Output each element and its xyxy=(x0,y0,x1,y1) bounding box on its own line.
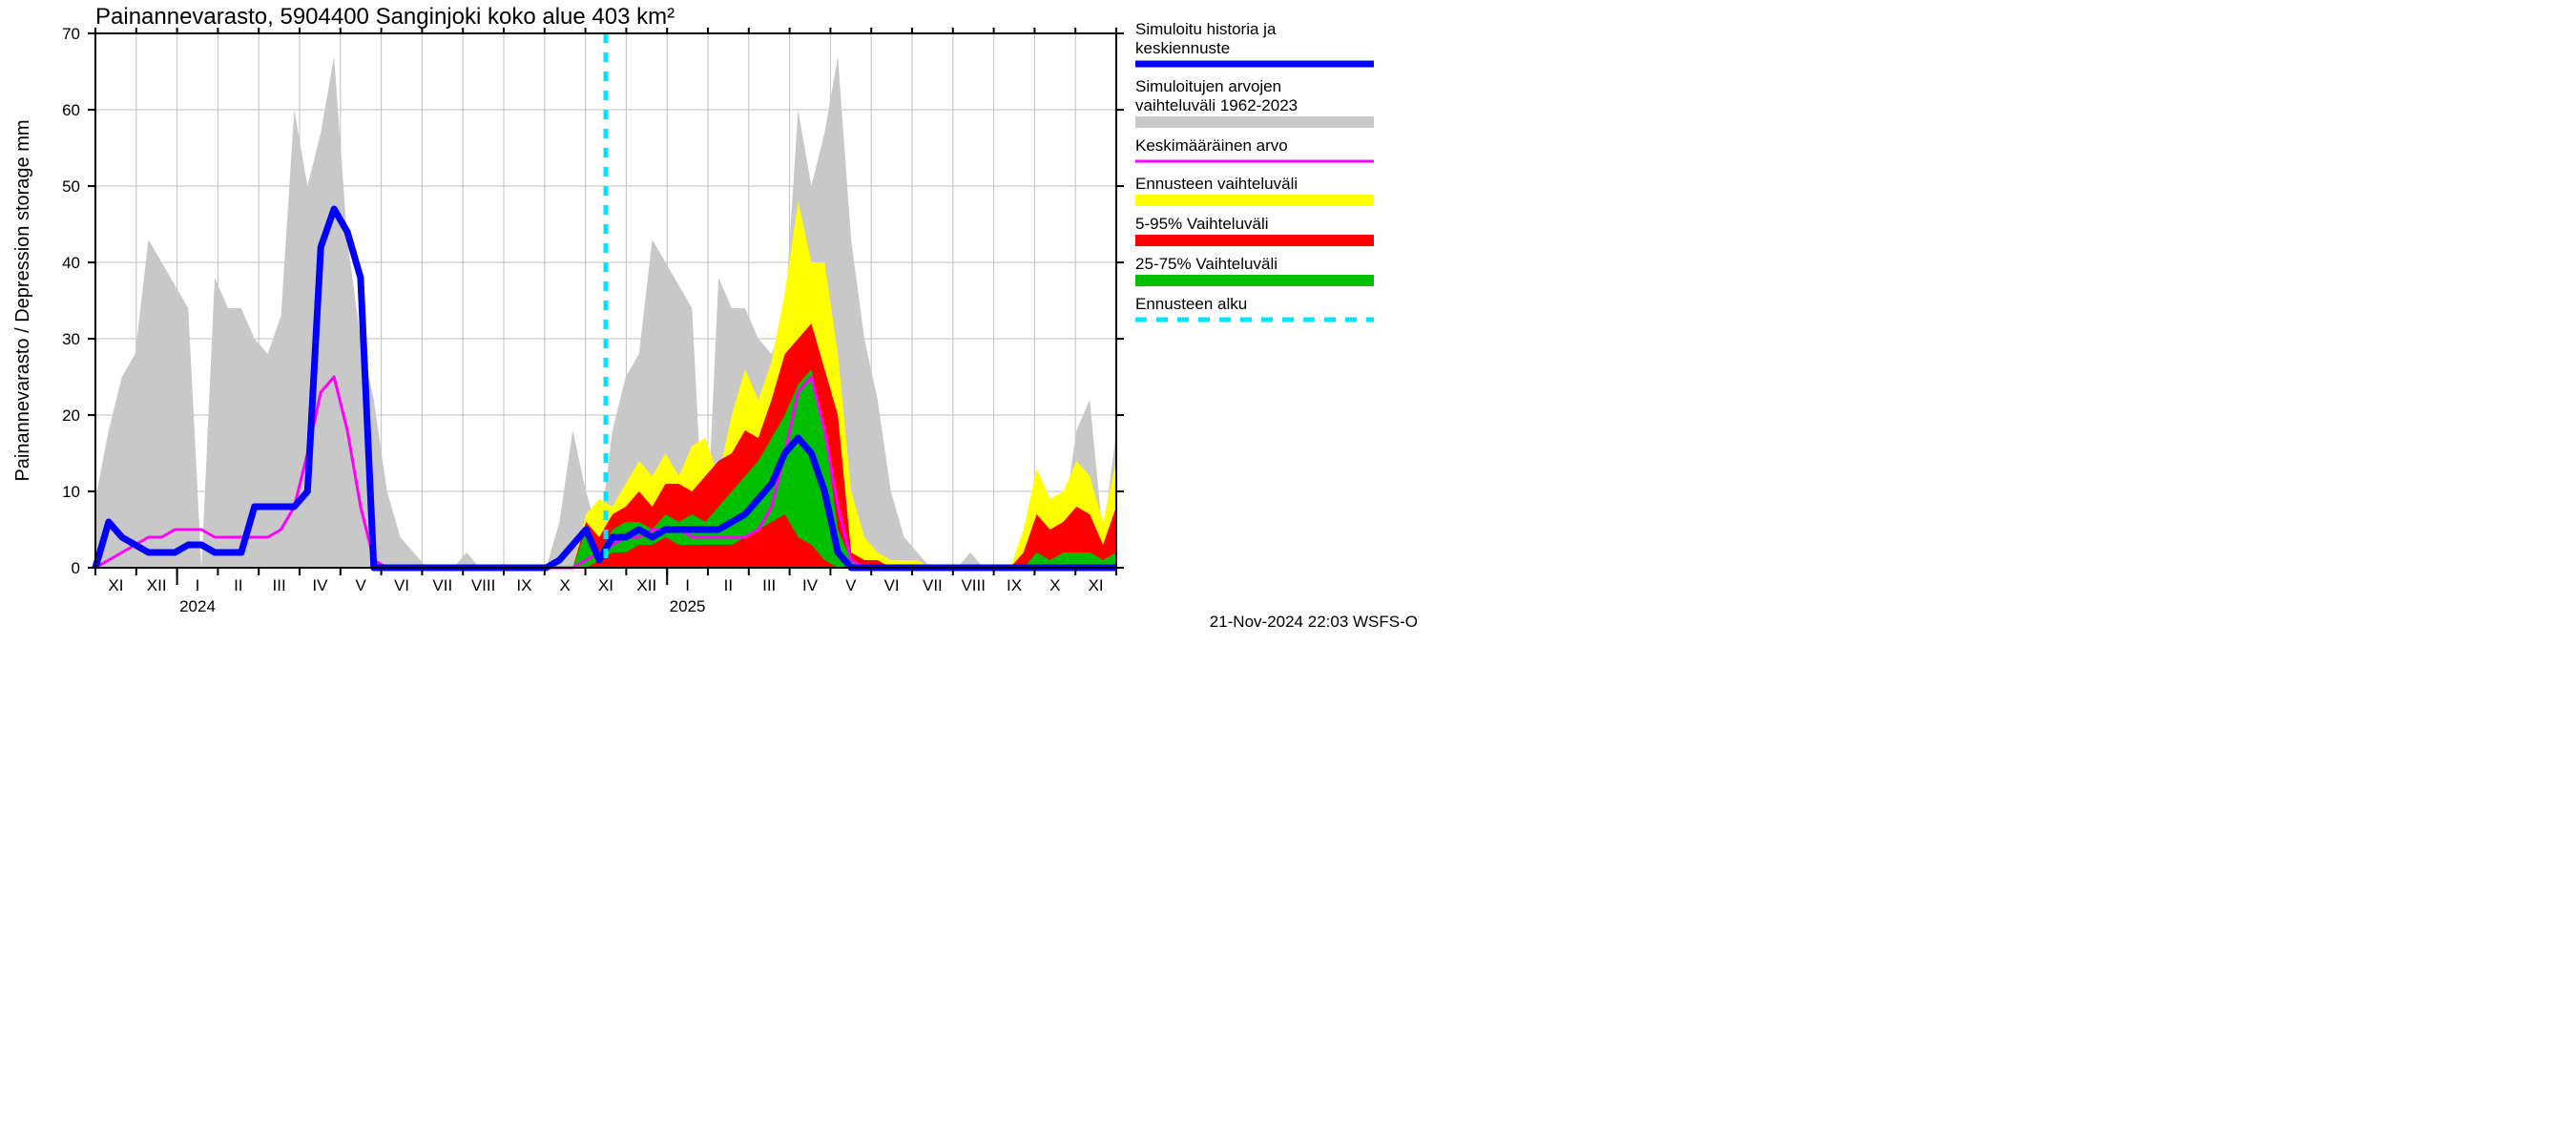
svg-text:VI: VI xyxy=(884,576,900,594)
svg-text:VIII: VIII xyxy=(961,576,986,594)
svg-text:III: III xyxy=(762,576,776,594)
chart-svg: 010203040506070XIXIIIIIIIIIVVVIVIIVIIIIX… xyxy=(0,0,1431,644)
svg-text:V: V xyxy=(845,576,857,594)
svg-text:XI: XI xyxy=(1089,576,1104,594)
svg-text:2024: 2024 xyxy=(179,597,216,615)
svg-text:V: V xyxy=(356,576,367,594)
svg-text:II: II xyxy=(724,576,733,594)
y-axis-label: Painannevarasto / Depression storage mm xyxy=(12,119,33,481)
svg-text:II: II xyxy=(234,576,242,594)
svg-text:Keskimääräinen arvo: Keskimääräinen arvo xyxy=(1135,136,1288,155)
svg-text:10: 10 xyxy=(62,483,80,501)
svg-text:IV: IV xyxy=(802,576,819,594)
svg-text:60: 60 xyxy=(62,101,80,119)
svg-text:VII: VII xyxy=(923,576,943,594)
chart-title: Painannevarasto, 5904400 Sanginjoki koko… xyxy=(95,4,675,30)
svg-text:Simuloitu historia ja: Simuloitu historia ja xyxy=(1135,20,1277,38)
svg-text:VI: VI xyxy=(394,576,409,594)
svg-text:XI: XI xyxy=(598,576,613,594)
svg-text:Simuloitujen arvojen: Simuloitujen arvojen xyxy=(1135,77,1281,95)
svg-text:IX: IX xyxy=(516,576,531,594)
svg-text:I: I xyxy=(196,576,200,594)
svg-text:Ennusteen vaihteluväli: Ennusteen vaihteluväli xyxy=(1135,175,1298,193)
svg-text:vaihteluväli 1962-2023: vaihteluväli 1962-2023 xyxy=(1135,96,1298,114)
svg-text:5-95% Vaihteluväli: 5-95% Vaihteluväli xyxy=(1135,215,1269,233)
svg-text:Ennusteen alku: Ennusteen alku xyxy=(1135,295,1247,313)
svg-text:IV: IV xyxy=(312,576,328,594)
svg-text:keskiennuste: keskiennuste xyxy=(1135,39,1230,57)
svg-text:III: III xyxy=(273,576,286,594)
svg-text:XII: XII xyxy=(147,576,167,594)
svg-text:XII: XII xyxy=(636,576,656,594)
svg-text:2025: 2025 xyxy=(670,597,706,615)
svg-text:40: 40 xyxy=(62,254,80,272)
svg-text:XI: XI xyxy=(108,576,123,594)
chart-container: 010203040506070XIXIIIIIIIIIVVVIVIIVIIIIX… xyxy=(0,0,1431,644)
svg-text:25-75% Vaihteluväli: 25-75% Vaihteluväli xyxy=(1135,255,1278,273)
svg-text:X: X xyxy=(1049,576,1060,594)
svg-text:30: 30 xyxy=(62,330,80,348)
svg-text:70: 70 xyxy=(62,25,80,43)
svg-text:0: 0 xyxy=(72,559,80,577)
svg-text:X: X xyxy=(560,576,571,594)
svg-text:50: 50 xyxy=(62,177,80,196)
svg-text:I: I xyxy=(685,576,690,594)
svg-text:IX: IX xyxy=(1007,576,1022,594)
svg-text:VIII: VIII xyxy=(471,576,496,594)
chart-footer: 21-Nov-2024 22:03 WSFS-O xyxy=(1210,613,1418,631)
svg-text:VII: VII xyxy=(432,576,452,594)
svg-text:20: 20 xyxy=(62,406,80,425)
